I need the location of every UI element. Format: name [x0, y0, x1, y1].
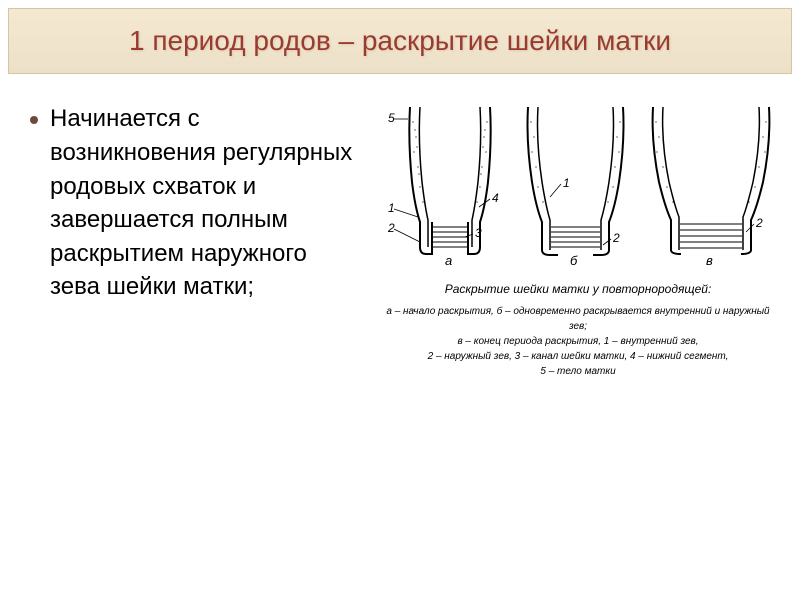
diagram-caption-1: а – начало раскрытия, б – одновременно р… [380, 304, 776, 334]
diagram-caption-title: Раскрытие шейки матки у повторнородящей: [445, 282, 712, 296]
diagram-caption-4: 5 – тело матки [540, 364, 615, 379]
label-1b: 1 [563, 176, 570, 190]
cervix-diagram-c: 2 в [641, 102, 776, 267]
bullet-item: Начинается с возникновения регулярных ро… [30, 102, 360, 304]
diagram-caption-3: 2 – наружный зев, 3 – канал шейки матки,… [428, 349, 729, 364]
content-area: Начинается с возникновения регулярных ро… [0, 82, 800, 399]
text-column: Начинается с возникновения регулярных ро… [30, 102, 360, 379]
diagram-caption-2: в – конец периода раскрытия, 1 – внутрен… [457, 334, 698, 349]
label-2c: 2 [755, 216, 763, 230]
label-2b: 2 [612, 231, 620, 245]
slide-title: 1 период родов – раскрытие шейки матки [29, 23, 771, 59]
panel-label-b: б [570, 253, 578, 267]
label-4: 4 [492, 191, 499, 205]
panel-label-c: в [706, 253, 713, 267]
label-1: 1 [388, 201, 395, 215]
bullet-text: Начинается с возникновения регулярных ро… [50, 102, 360, 304]
diagram-row: 5 1 2 4 3 а [380, 102, 776, 267]
slide-title-bar: 1 период родов – раскрытие шейки матки [8, 8, 792, 74]
diagram-column: 5 1 2 4 3 а [380, 102, 776, 379]
label-3: 3 [475, 226, 482, 240]
cervix-diagram-a: 5 1 2 4 3 а [380, 102, 500, 267]
bullet-dot-icon [30, 116, 38, 124]
cervix-diagram-b: 1 2 б [508, 102, 633, 267]
panel-label-a: а [445, 253, 452, 267]
label-5: 5 [388, 111, 395, 125]
label-2: 2 [387, 221, 395, 235]
